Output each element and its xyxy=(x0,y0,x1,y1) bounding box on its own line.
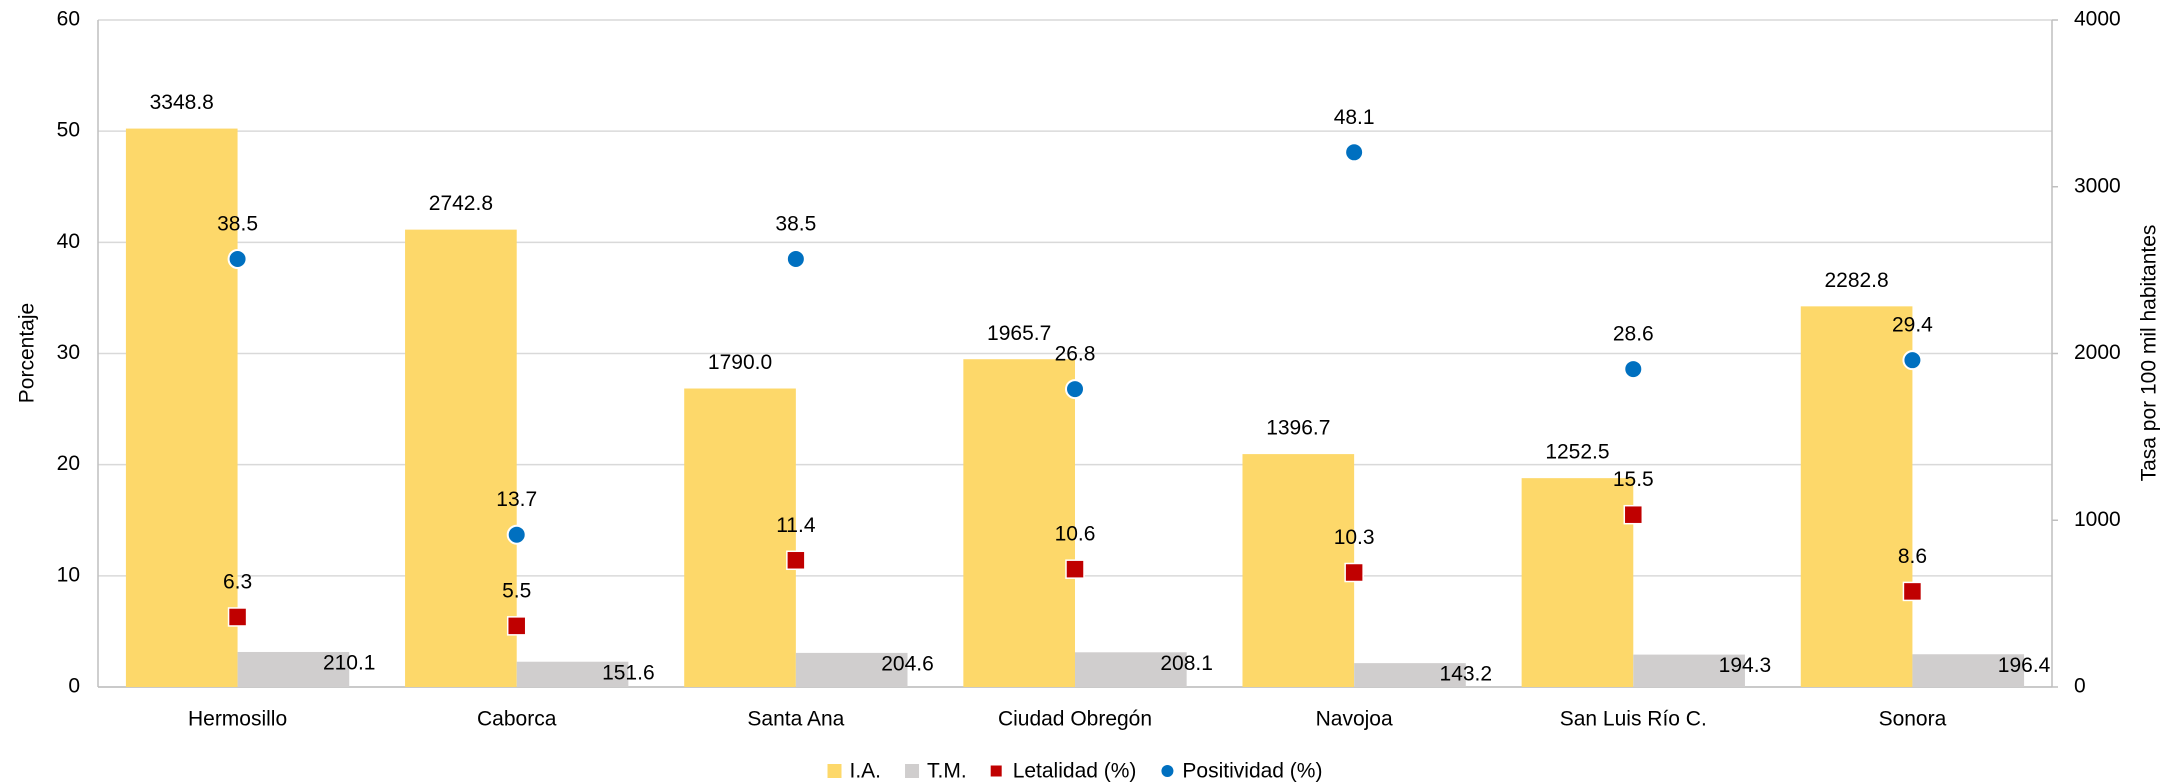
value-label: 5.5 xyxy=(502,579,531,602)
positividad-marker xyxy=(227,249,248,270)
value-label: 13.7 xyxy=(496,488,537,511)
value-label: 10.3 xyxy=(1334,526,1375,549)
positividad-marker xyxy=(1902,350,1923,371)
y2-tick-label: 4000 xyxy=(2074,8,2121,31)
letalidad-marker xyxy=(1902,581,1923,602)
positividad-marker xyxy=(785,249,806,270)
y-tick-label: 0 xyxy=(68,675,80,698)
letalidad-marker xyxy=(786,550,806,571)
value-label: 151.6 xyxy=(602,661,655,684)
y-tick-label: 40 xyxy=(57,230,80,253)
y-tick-label: 20 xyxy=(57,452,80,475)
value-label: 1252.5 xyxy=(1545,441,1609,464)
letalidad-marker xyxy=(1344,562,1364,583)
y-tick-label: 60 xyxy=(57,8,80,31)
letalidad-marker xyxy=(227,607,248,627)
legend-swatch xyxy=(1161,765,1174,777)
value-label: 3348.8 xyxy=(150,91,214,114)
y-tick-label: 10 xyxy=(57,563,80,586)
y-tick-label: 30 xyxy=(57,341,80,364)
letalidad-marker xyxy=(1065,559,1085,579)
bar xyxy=(125,128,238,688)
bar xyxy=(963,359,1075,687)
x-tick-label: Santa Ana xyxy=(747,708,844,731)
value-label: 204.6 xyxy=(881,652,934,675)
value-label: 6.3 xyxy=(223,571,252,594)
value-label: 11.4 xyxy=(776,514,816,537)
value-label: 2742.8 xyxy=(429,192,493,215)
x-tick-label: Caborca xyxy=(477,708,557,731)
value-label: 8.6 xyxy=(1898,545,1927,568)
value-label: 1965.7 xyxy=(987,322,1051,345)
bar xyxy=(684,388,796,687)
positividad-marker xyxy=(1623,359,1644,380)
legend-label: Letalidad (%) xyxy=(1013,760,1137,783)
value-label: 1396.7 xyxy=(1266,417,1330,440)
value-label: 28.6 xyxy=(1613,323,1654,346)
value-label: 29.4 xyxy=(1892,314,1933,337)
value-label: 38.5 xyxy=(217,213,258,236)
y-axis-title: Porcentaje xyxy=(16,303,39,403)
value-label: 48.1 xyxy=(1334,106,1375,129)
bar xyxy=(795,652,908,687)
bar xyxy=(1521,478,1634,687)
legend-swatch xyxy=(990,765,1002,777)
bar xyxy=(405,229,517,687)
y2-axis-title: Tasa por 100 mil habitantes xyxy=(2138,225,2161,482)
bar xyxy=(1354,663,1466,687)
bar xyxy=(1242,454,1355,687)
value-label: 38.5 xyxy=(775,213,816,236)
x-tick-label: Sonora xyxy=(1879,708,1947,731)
legend-swatch xyxy=(827,764,842,778)
value-label: 210.1 xyxy=(323,652,376,675)
y2-tick-label: 0 xyxy=(2074,675,2086,698)
letalidad-marker xyxy=(1623,504,1644,525)
value-label: 1790.0 xyxy=(708,351,772,374)
positividad-marker xyxy=(506,524,527,545)
positividad-marker xyxy=(1344,142,1365,163)
legend-label: I.A. xyxy=(850,760,882,783)
bar xyxy=(516,661,629,687)
value-label: 196.4 xyxy=(1998,654,2051,677)
x-tick-label: San Luis Río C. xyxy=(1560,708,1707,731)
value-label: 15.5 xyxy=(1613,468,1654,491)
bar xyxy=(1633,654,1745,687)
y2-tick-label: 3000 xyxy=(2074,174,2121,197)
legend-label: Positividad (%) xyxy=(1182,760,1322,783)
legend-swatch xyxy=(905,764,920,778)
x-tick-label: Ciudad Obregón xyxy=(998,708,1152,731)
value-label: 143.2 xyxy=(1440,663,1493,686)
x-tick-label: Hermosillo xyxy=(188,708,287,731)
value-label: 2282.8 xyxy=(1824,269,1888,292)
letalidad-marker xyxy=(506,616,527,636)
x-tick-label: Navojoa xyxy=(1316,708,1393,731)
bar xyxy=(1912,654,2025,687)
value-label: 208.1 xyxy=(1160,652,1213,675)
bar xyxy=(1075,652,1187,687)
bar xyxy=(1800,306,1913,687)
bar xyxy=(237,651,350,687)
value-label: 26.8 xyxy=(1055,343,1096,366)
y-tick-label: 50 xyxy=(57,119,80,142)
y2-tick-label: 1000 xyxy=(2074,508,2121,531)
value-label: 194.3 xyxy=(1719,654,1772,677)
legend-label: T.M. xyxy=(927,760,967,783)
y2-tick-label: 2000 xyxy=(2074,341,2121,364)
value-label: 10.6 xyxy=(1055,523,1096,546)
positividad-marker xyxy=(1065,379,1085,400)
